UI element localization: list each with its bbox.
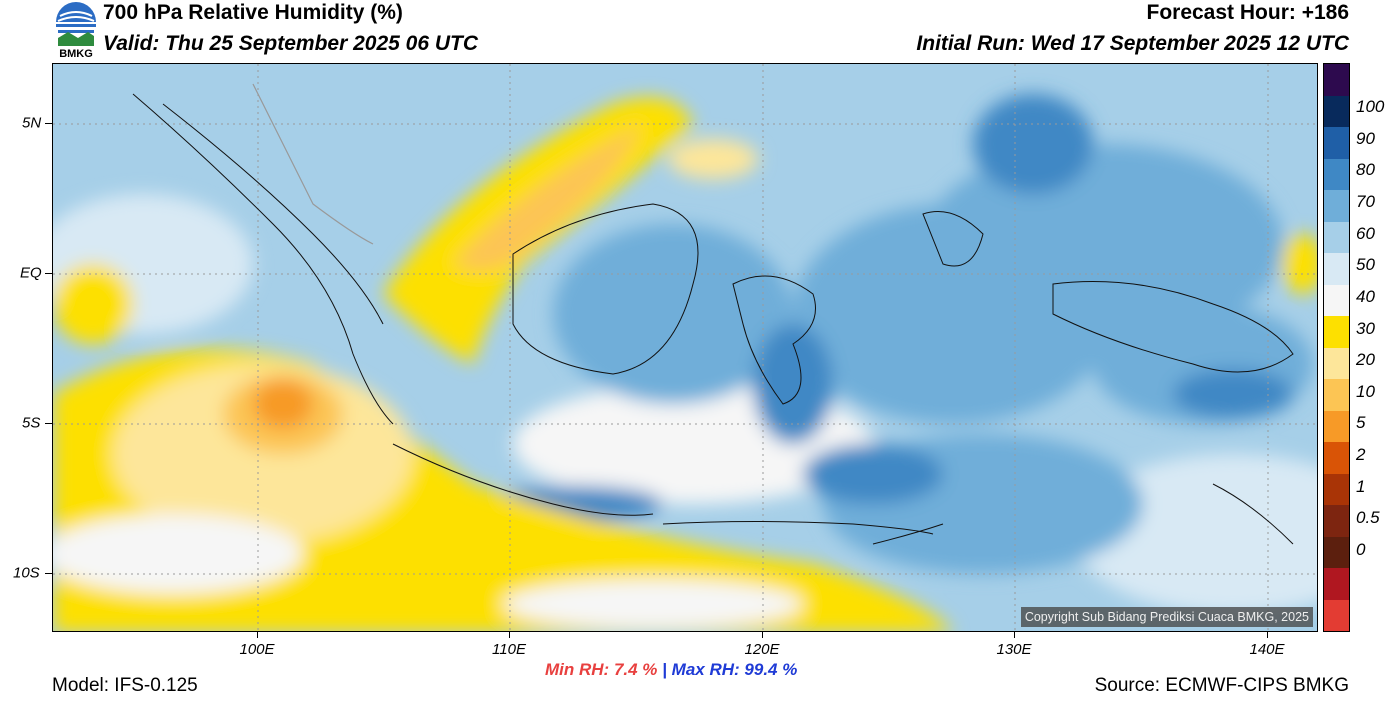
lon-tick [509,632,510,638]
colorbar-segment [1324,190,1349,222]
max-rh-value: 99.4 % [744,660,798,679]
colorbar-segment [1324,316,1349,348]
colorbar-segment [1324,158,1349,190]
colorbar-segment [1324,221,1349,253]
colorbar-segment [1324,442,1349,474]
lat-label-5s: 5S [22,414,41,432]
valid-time: Valid: Thu 25 September 2025 06 UTC [103,32,479,55]
lon-tick [1014,632,1015,638]
stats-separator: | [662,660,667,679]
colorbar-label: 90 [1356,128,1375,148]
colorbar-segment [1324,64,1349,96]
colorbar-label: 5 [1356,413,1366,433]
colorbar-label: 60 [1356,223,1375,243]
colorbar-label: 1 [1356,476,1366,496]
min-rh-label: Min RH: [545,660,610,679]
colorbar-label: 0.5 [1356,508,1380,528]
lon-tick [257,632,258,638]
initial-run: Initial Run: Wed 17 September 2025 12 UT… [916,32,1349,55]
colorbar-segment [1324,253,1349,285]
lat-tick [45,573,52,574]
max-rh-label: Max RH: [671,660,740,679]
colorbar-segment [1324,347,1349,379]
chart-title: 700 hPa Relative Humidity (%) [103,1,403,24]
forecast-hour: Forecast Hour: +186 [1146,1,1350,24]
colorbar-label: 0 [1356,539,1366,559]
lat-tick [45,273,52,274]
colorbar-label: 100 [1356,97,1385,117]
logo-text: BMKG [59,48,93,60]
colorbar-segment [1324,379,1349,411]
source-info: Source: ECMWF-CIPS BMKG [1094,675,1349,696]
copyright-note: Copyright Sub Bidang Prediksi Cuaca BMKG… [1020,607,1313,627]
lat-label-eq: EQ [20,264,42,282]
colorbar-segment [1324,473,1349,505]
humidity-map: Copyright Sub Bidang Prediksi Cuaca BMKG… [52,63,1318,632]
lon-label-120e: 120E [744,641,780,658]
colorbar-segment [1324,568,1349,600]
min-rh-value: 7.4 % [613,660,658,679]
lat-tick [45,123,52,124]
bmkg-logo: BMKG [52,2,100,60]
colorbar-segment [1324,505,1349,537]
colorbar-segment [1324,410,1349,442]
colorbar-label: 10 [1356,381,1375,401]
colorbar [1323,63,1350,632]
lon-label-100e: 100E [239,641,275,658]
colorbar-segment [1324,284,1349,316]
colorbar-segment [1324,127,1349,159]
lon-label-140e: 140E [1249,641,1285,658]
colorbar-label: 50 [1356,255,1375,275]
colorbar-label: 80 [1356,160,1375,180]
lon-tick [1267,632,1268,638]
colorbar-segment [1324,536,1349,568]
colorbar-label: 70 [1356,192,1375,212]
colorbar-label: 20 [1356,350,1375,370]
colorbar-label: 2 [1356,444,1366,464]
colorbar-segment [1324,95,1349,127]
rh-stats: Min RH: 7.4 % | Max RH: 99.4 % [545,660,797,680]
lat-tick [45,423,52,424]
colorbar-segment [1324,599,1349,631]
lat-label-10s: 10S [13,564,40,582]
lon-label-110e: 110E [492,641,526,658]
lat-label-5n: 5N [22,114,42,132]
model-info: Model: IFS-0.125 [52,675,198,696]
lon-label-130e: 130E [996,641,1032,658]
lon-tick [762,632,763,638]
colorbar-label: 40 [1356,286,1375,306]
colorbar-label: 30 [1356,318,1375,338]
